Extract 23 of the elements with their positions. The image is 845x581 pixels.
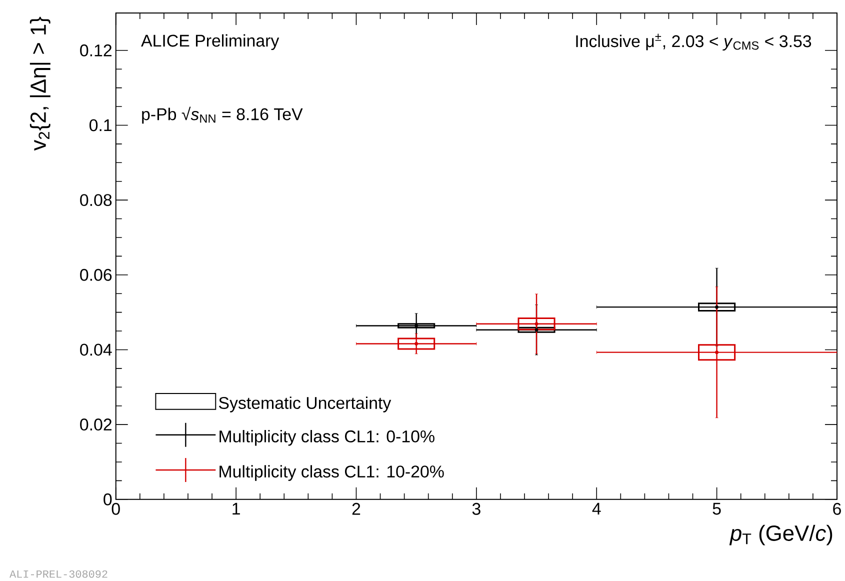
x-tick-label: 5 — [712, 502, 721, 515]
annotation: ALICE Preliminary — [141, 34, 280, 50]
x-tick-label: 1 — [232, 502, 240, 514]
x-tick-label: 4 — [592, 502, 601, 514]
y-tick-label: 0.08 — [80, 194, 112, 206]
x-tick-label: 2 — [352, 502, 360, 515]
y-tick-label: 0.04 — [80, 344, 112, 356]
y-tick-label: 0 — [104, 493, 112, 506]
x-tick-label: 0 — [112, 502, 120, 515]
x-axis-title: p$_{T}$ (GeV/c) — [729, 524, 832, 546]
y-tick-label: 0.12 — [80, 44, 112, 56]
y-axis-title: v$_{2}${2, |Δη| > 1} — [30, 16, 50, 150]
y-tick-label: 0.1 — [89, 119, 112, 132]
y-tick-label: 0.06 — [80, 268, 112, 281]
annotation: p-Pb √s$_{NN}$ = 8.16 TeV — [142, 106, 303, 124]
x-tick-label: 3 — [472, 502, 480, 515]
y-tick-label: 0.02 — [80, 418, 112, 430]
legend-label: Multiplicity class CL1: 10-20% — [220, 465, 444, 481]
x-tick-label: 6 — [833, 502, 841, 515]
text: ALI-PREL-308092 — [10, 570, 108, 578]
annotation: Inclusive μ$^{±}$, 2.03 < y$_{CMS}$ < 3.53 — [576, 34, 812, 50]
legend-label: Systematic Uncertainty — [218, 396, 392, 412]
legend-label: Multiplicity class CL1: 0-10% — [220, 430, 434, 446]
